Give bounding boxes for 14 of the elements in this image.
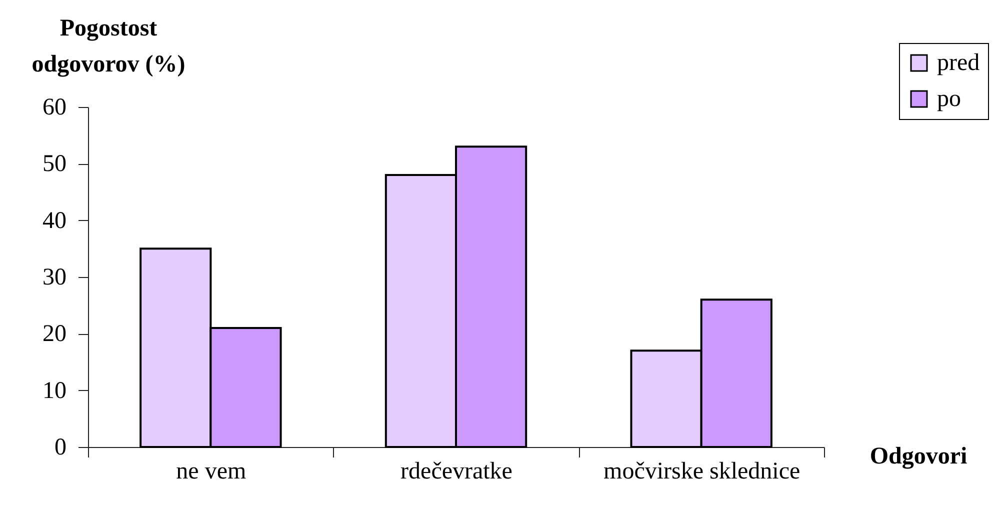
legend-label: pred (937, 50, 980, 76)
y-tick-label: 30 (42, 264, 66, 290)
x-tick-label: ne vem (176, 458, 246, 484)
x-tick-label: rdečevratke (400, 458, 512, 484)
y-tick-label: 60 (42, 94, 66, 120)
y-tick-label: 50 (42, 151, 66, 178)
x-tick-label: močvirske sklednice (604, 458, 800, 484)
y-tick-label: 10 (42, 378, 66, 404)
y-tick-label: 0 (54, 434, 66, 460)
x-axis-title: Odgovori (870, 444, 968, 470)
legend-label: po (937, 86, 961, 112)
y-tick-label: 40 (42, 208, 66, 234)
y-axis-title: Pogostost odgovorov (%) (32, 16, 186, 78)
y-tick-label: 20 (42, 321, 66, 348)
